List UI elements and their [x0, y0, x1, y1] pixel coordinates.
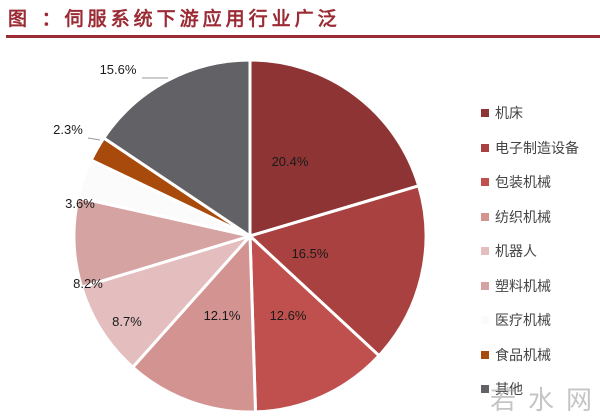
watermark: 若水网: [490, 386, 600, 416]
legend-item: 电子制造设备: [481, 131, 600, 166]
legend-swatch-icon: [481, 385, 489, 394]
slice-label-0: 20.4%: [272, 154, 309, 169]
legend-item: 机床: [481, 96, 600, 131]
pie-slice-2: [248, 232, 382, 414]
slice-label-5: 8.2%: [73, 276, 103, 291]
legend-swatch-icon: [481, 178, 489, 187]
legend-swatch-icon: [481, 109, 489, 118]
legend-swatch-icon: [481, 281, 489, 290]
legend-label: 机床: [495, 106, 523, 123]
legend-item: 包装机械: [481, 165, 600, 200]
leader-line-1: [87, 137, 101, 141]
pie-slice-4: [79, 233, 255, 370]
slice-label-4: 8.7%: [112, 314, 142, 329]
chart-title: 图 ：伺服系统下游应用行业广泛: [8, 8, 341, 30]
title-divider: [6, 35, 600, 38]
legend-swatch-icon: [481, 247, 489, 256]
legend-item: 塑料机械: [481, 269, 600, 304]
legend-swatch-icon: [481, 350, 489, 359]
legend-label: 机器人: [495, 244, 537, 261]
legend-item: 其他: [481, 372, 600, 407]
pie-slice-0: [248, 58, 421, 239]
legend-swatch-icon: [481, 316, 489, 325]
pie-slice-5: [72, 195, 256, 290]
slice-label-3: 12.1%: [204, 308, 241, 323]
slice-label-7: 2.3%: [53, 122, 83, 137]
legend-swatch-icon: [481, 212, 489, 221]
legend-item: 食品机械: [481, 338, 600, 373]
chart-legend: 机床电子制造设备 包装机械纺织机械机器人塑料机械医疗机械食品机械其他: [481, 96, 600, 407]
slice-label-1: 16.5%: [292, 246, 329, 261]
legend-swatch-icon: [481, 143, 489, 152]
pie-slice-1: [247, 183, 428, 358]
pie-slices: [72, 58, 428, 414]
legend-label: 塑料机械: [495, 278, 551, 295]
slice-label-8: 15.6%: [100, 62, 137, 77]
legend-item: 纺织机械: [481, 200, 600, 235]
legend-label: 食品机械: [495, 347, 551, 364]
title-bar: 图 ：伺服系统下游应用行业广泛: [0, 0, 600, 38]
slice-label-6: 3.6%: [65, 196, 95, 211]
slice-labels: 20.4% 16.5% 12.6% 12.1% 8.7% 8.2% 3.6% 2.3% 15.6…: [53, 62, 329, 329]
legend-label: 包装机械: [495, 175, 551, 192]
pie-slice-8: [101, 58, 252, 239]
legend-label: 电子制造设备: [495, 140, 579, 157]
legend-label: 纺织机械: [495, 209, 551, 226]
pie-slice-3: [130, 232, 258, 414]
slice-label-2: 12.6%: [270, 308, 307, 323]
legend-item: 机器人: [481, 234, 600, 269]
legend-item: 医疗机械: [481, 303, 600, 338]
legend-label: 其他: [495, 382, 523, 399]
leader-lines: [87, 77, 168, 141]
legend-label: 医疗机械: [495, 313, 551, 330]
